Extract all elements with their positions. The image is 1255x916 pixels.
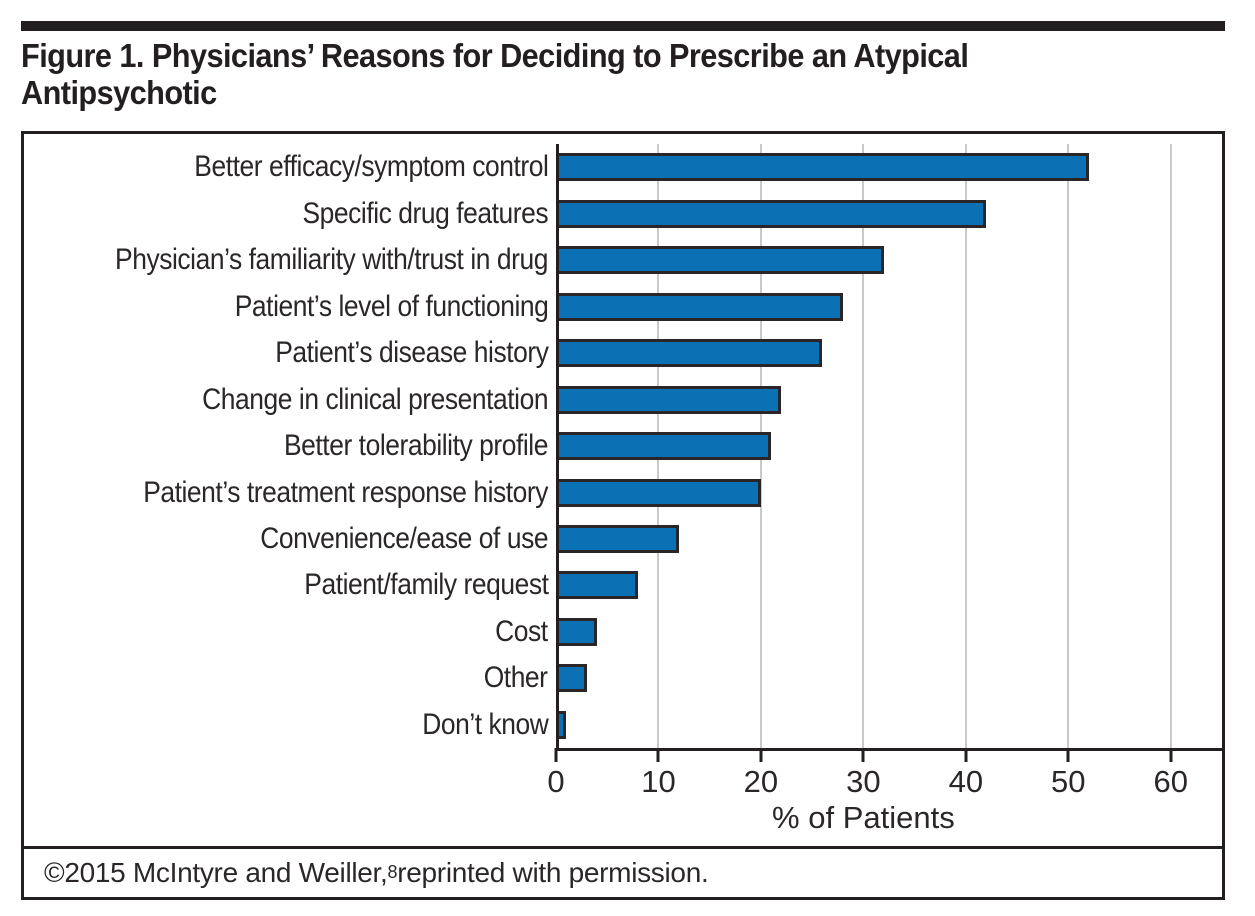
label-row: Patient/family request — [24, 562, 549, 608]
bar-row — [556, 655, 1222, 701]
label-row: Patient’s disease history — [24, 330, 549, 376]
category-label: Patient’s level of functioning — [234, 289, 548, 323]
label-row: Change in clinical presentation — [24, 376, 548, 422]
label-row: Patient’s level of functioning — [24, 283, 548, 329]
tick-label: 50 — [1051, 764, 1086, 799]
bar-row — [556, 376, 1222, 422]
bar-row — [556, 190, 1222, 236]
tick-label: 60 — [1153, 764, 1189, 799]
category-label: Better tolerability profile — [284, 429, 548, 463]
category-label: Patient’s disease history — [274, 336, 549, 370]
label-row: Better tolerability profile — [24, 423, 548, 469]
label-row: Don’t know — [24, 702, 549, 748]
bar — [556, 571, 638, 600]
category-label: Better efficacy/symptom control — [193, 150, 549, 184]
category-label: Specific drug features — [302, 196, 548, 230]
bar — [556, 339, 823, 368]
bars-container — [556, 144, 1222, 748]
bar-row — [556, 423, 1222, 469]
bar-row — [556, 330, 1222, 376]
category-label: Other — [484, 661, 548, 695]
tick-mark — [759, 748, 763, 762]
gridline — [862, 144, 865, 748]
bar — [556, 664, 587, 693]
x-axis-title: % of Patients — [772, 800, 955, 835]
category-label: Physician’s familiarity with/trust in dr… — [115, 243, 548, 277]
label-row: Convenience/ease of use — [24, 516, 548, 562]
tick-label: 0 — [547, 764, 565, 799]
category-label: Patient’s treatment response history — [143, 475, 548, 509]
category-label: Patient/family request — [303, 568, 549, 602]
bar — [556, 292, 843, 321]
category-label: Don’t know — [421, 707, 549, 741]
label-row: Patient’s treatment response history — [24, 469, 548, 515]
bar-row — [556, 702, 1222, 748]
tick-mark — [1066, 748, 1070, 762]
chart-area: Better efficacy/symptom control Specific … — [24, 134, 1222, 846]
label-row: Other — [24, 655, 548, 701]
tick-label: 20 — [743, 764, 779, 799]
bar — [556, 153, 1089, 182]
bar-row — [556, 609, 1222, 655]
bar — [556, 617, 597, 646]
bar-row — [556, 144, 1222, 190]
bar — [556, 432, 772, 461]
chart-panel: Better efficacy/symptom control Specific … — [21, 131, 1225, 900]
label-row: Cost — [24, 609, 548, 655]
gridline — [1169, 144, 1172, 748]
gridline — [1067, 144, 1070, 748]
tick-mark — [1169, 748, 1173, 762]
x-axis-line — [556, 748, 1222, 751]
figure-title: Figure 1. Physicians’ Reasons for Decidi… — [21, 37, 969, 111]
title-rule — [21, 21, 1225, 31]
tick-mark — [656, 748, 660, 762]
plot-area: 0 10 20 30 40 50 60 % of Patients — [547, 144, 1222, 835]
bar-row — [556, 562, 1222, 608]
bar-row — [556, 516, 1222, 562]
gridline — [964, 144, 967, 748]
category-label: Convenience/ease of use — [260, 521, 548, 555]
y-axis-line — [556, 144, 559, 751]
y-axis-category-labels: Better efficacy/symptom control Specific … — [24, 144, 548, 748]
category-label: Change in clinical presentation — [202, 382, 548, 416]
bar — [556, 246, 884, 275]
category-label: Cost — [495, 614, 548, 648]
copyright-note: ©2015 McIntyre and Weiller, 8 reprinted w… — [24, 846, 1222, 897]
copyright-text: ©2015 McIntyre and Weiller, — [44, 857, 388, 888]
tick-label: 30 — [846, 764, 881, 799]
figure-title-line2: Antipsychotic — [21, 74, 217, 111]
tick-label: 10 — [641, 764, 676, 799]
label-row: Physician’s familiarity with/trust in dr… — [24, 237, 548, 283]
bar-row — [556, 469, 1222, 515]
tick-mark — [554, 748, 558, 762]
tick-label: 40 — [948, 764, 984, 799]
bar-row — [556, 283, 1222, 329]
label-row: Better efficacy/symptom control — [24, 144, 549, 190]
tick-mark — [861, 748, 865, 762]
bar — [556, 478, 761, 507]
bar — [556, 199, 987, 228]
figure-title-line1: Figure 1. Physicians’ Reasons for Decidi… — [21, 37, 969, 74]
bar-row — [556, 237, 1222, 283]
copyright-text-suffix: reprinted with permission. — [397, 857, 709, 888]
tick-mark — [964, 748, 968, 762]
bar — [556, 524, 679, 553]
label-row: Specific drug features — [24, 190, 548, 236]
bar — [556, 385, 782, 414]
